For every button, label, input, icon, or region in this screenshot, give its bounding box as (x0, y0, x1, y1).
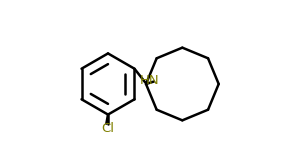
Text: HN: HN (140, 74, 159, 87)
Text: Cl: Cl (102, 122, 114, 135)
